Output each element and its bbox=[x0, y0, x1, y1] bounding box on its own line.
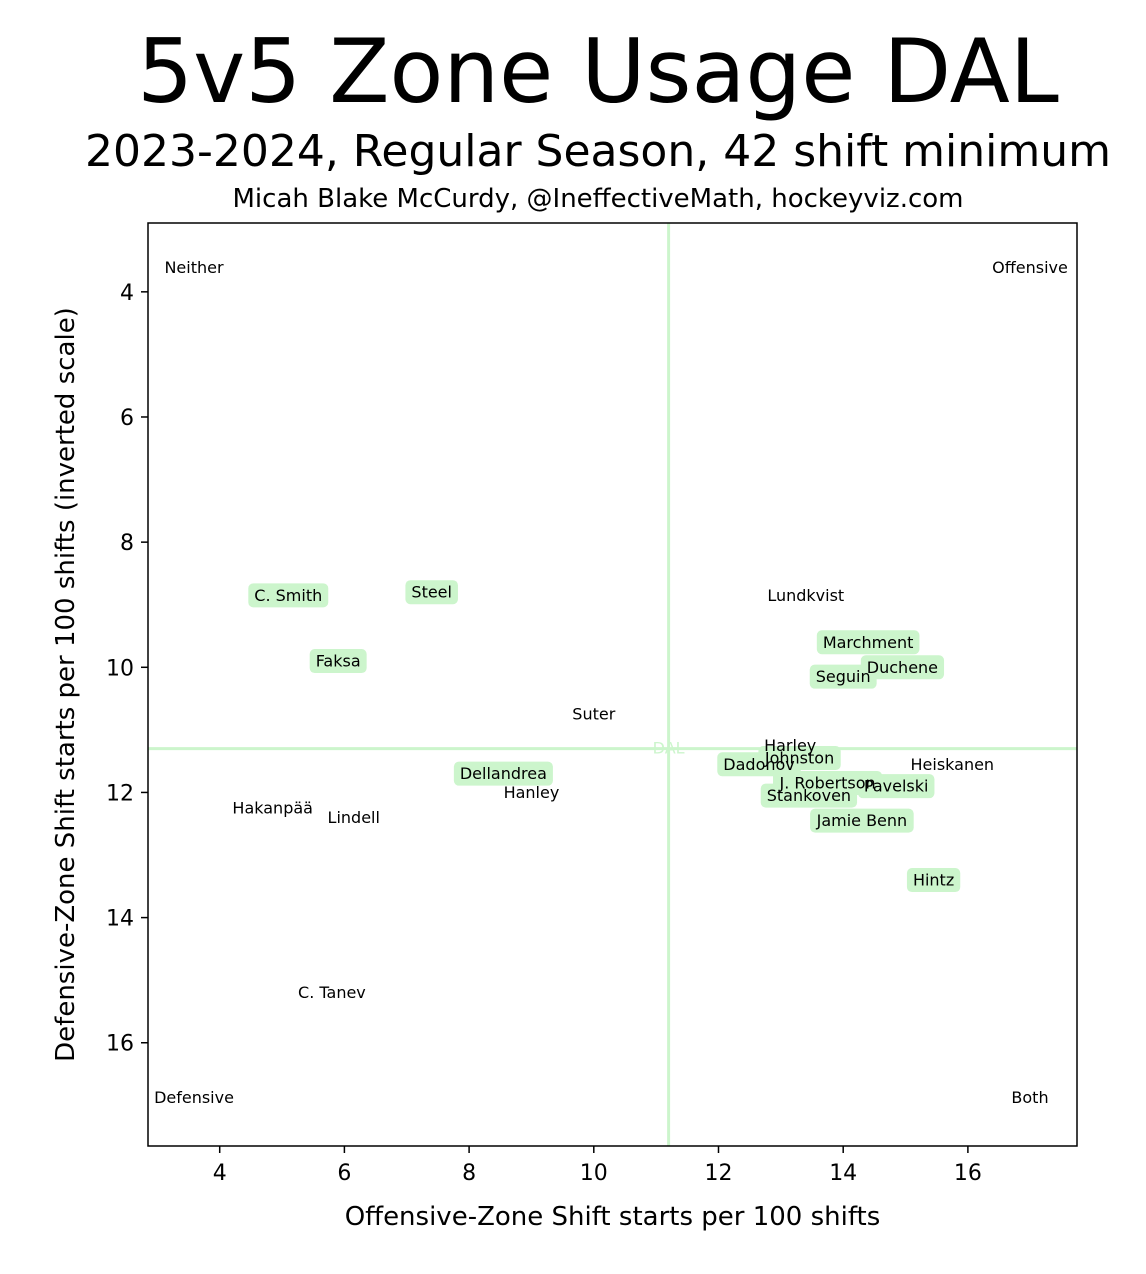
plot-frame bbox=[147, 222, 1078, 1147]
corner-label-both: Both bbox=[1011, 1088, 1048, 1107]
y-tick-label: 6 bbox=[120, 406, 134, 431]
x-tick-label: 14 bbox=[829, 1161, 857, 1186]
corner-label-defensive: Defensive bbox=[154, 1088, 234, 1107]
player-label: Dellandrea bbox=[460, 764, 547, 783]
y-tick-label: 12 bbox=[106, 781, 134, 806]
chart-title: 5v5 Zone Usage DAL bbox=[137, 20, 1059, 123]
player-label: Suter bbox=[572, 705, 615, 724]
x-tick-label: 4 bbox=[213, 1161, 227, 1186]
x-tick-label: 12 bbox=[704, 1161, 732, 1186]
y-tick-label: 16 bbox=[106, 1032, 134, 1057]
corner-label-neither: Neither bbox=[164, 258, 224, 277]
player-label: Lundkvist bbox=[767, 586, 844, 605]
player-highlight-box bbox=[809, 664, 877, 689]
player-label: Lindell bbox=[328, 808, 380, 827]
reference-lines bbox=[148, 223, 1077, 1146]
player-label: C. Smith bbox=[254, 586, 322, 605]
x-tick-label: 16 bbox=[954, 1161, 982, 1186]
highlight-boxes bbox=[248, 580, 961, 893]
corner-label-offensive: Offensive bbox=[992, 258, 1068, 277]
player-label: Harley bbox=[764, 736, 816, 755]
player-highlight-box bbox=[906, 868, 961, 893]
player-label: Jamie Benn bbox=[816, 811, 908, 830]
chart-credit: Micah Blake McCurdy, @IneffectiveMath, h… bbox=[232, 184, 964, 214]
player-label: Duchene bbox=[867, 658, 938, 677]
player-highlight-box bbox=[860, 655, 945, 680]
player-label: Stankoven bbox=[767, 786, 851, 805]
player-label: Heiskanen bbox=[911, 755, 995, 774]
x-axis-title: Offensive-Zone Shift starts per 100 shif… bbox=[345, 1202, 881, 1232]
player-label: Seguin bbox=[816, 667, 871, 686]
player-label: Hakanpää bbox=[232, 799, 313, 818]
player-highlight-box bbox=[405, 580, 458, 605]
player-highlight-box bbox=[816, 630, 920, 655]
player-highlight-box bbox=[309, 649, 367, 674]
player-label: Hanley bbox=[504, 783, 560, 802]
player-labels: DAL C. Smith Steel Faksa Suter DellandreaHanl… bbox=[232, 583, 994, 1002]
player-label: Dadonov bbox=[723, 755, 794, 774]
player-label: Pavelski bbox=[864, 777, 929, 796]
player-highlight-box bbox=[717, 752, 801, 777]
y-tick-label: 14 bbox=[106, 907, 134, 932]
player-label: Johnston bbox=[764, 749, 834, 768]
axis-ticks: 4 6 8 10 12 14 16 4 6 8 10 12 14 16 bbox=[106, 281, 982, 1186]
player-highlight-box bbox=[857, 774, 935, 799]
team-label: DAL bbox=[653, 739, 685, 758]
y-axis-title: Defensive-Zone Shift starts per 100 shif… bbox=[51, 307, 81, 1062]
player-label: Marchment bbox=[823, 633, 914, 652]
chart-subtitle: 2023-2024, Regular Season, 42 shift mini… bbox=[85, 126, 1111, 177]
y-tick-label: 4 bbox=[120, 281, 134, 306]
player-highlight-box bbox=[248, 583, 329, 608]
player-label: J. Robertson bbox=[779, 774, 876, 793]
player-label: Steel bbox=[411, 583, 452, 602]
x-tick-label: 8 bbox=[462, 1161, 476, 1186]
player-highlight-box bbox=[760, 783, 858, 808]
y-tick-label: 10 bbox=[106, 656, 134, 681]
y-tick-label: 8 bbox=[120, 531, 134, 556]
player-label: Faksa bbox=[316, 652, 361, 671]
player-highlight-box bbox=[453, 761, 553, 786]
player-highlight-box bbox=[810, 808, 914, 833]
player-label: C. Tanev bbox=[298, 983, 366, 1002]
x-tick-label: 6 bbox=[337, 1161, 351, 1186]
x-tick-label: 10 bbox=[580, 1161, 608, 1186]
player-label: Hintz bbox=[913, 871, 954, 890]
